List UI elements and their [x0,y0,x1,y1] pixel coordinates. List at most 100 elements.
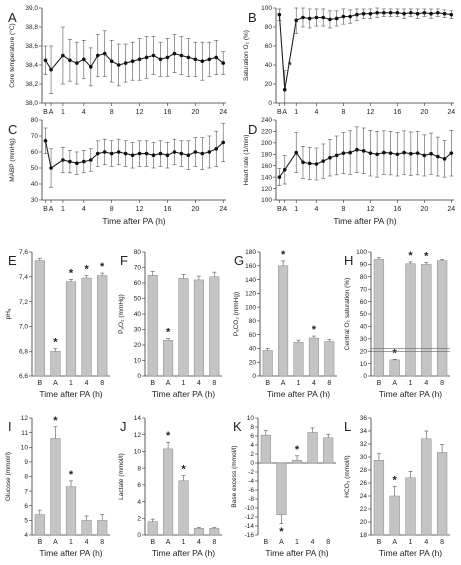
x-axis-label: Time after PA (h) [265,548,328,558]
y-tick-label: 7,6 [19,249,28,256]
series-line [278,149,452,178]
y-tick-label: 80 [249,318,257,325]
y-axis-label: Heart rate (1/min) [243,135,250,186]
x-tick-label: 8 [212,380,216,387]
x-tick-label: A [49,206,54,213]
data-point [179,151,184,156]
y-tick-label: 40 [360,324,368,331]
panel-letter: B [248,10,257,25]
y-tick-label: 0 [268,100,272,107]
significance-mark: * [312,324,317,336]
x-tick-label: A [392,539,397,546]
data-point [301,15,305,20]
y-tick-label: 10 [360,361,368,368]
bar [147,275,158,377]
data-point [207,57,212,62]
x-tick-label: B [377,539,382,546]
x-axis-label: Time after PA (h) [379,548,442,558]
data-point [415,151,420,155]
y-tick-label: 50 [31,165,39,172]
x-tick-label: 8 [100,380,104,387]
y-tick-label: -4 [248,478,254,485]
y-tick-label: 120 [245,291,256,298]
data-point [75,161,79,165]
x-tick-label: 4 [424,539,428,546]
data-point [409,10,413,15]
x-tick-label: 12 [136,109,144,116]
y-tick-label: 18 [360,532,368,539]
y-tick-label: 100 [356,249,367,256]
data-point [294,150,299,155]
x-tick-label: A [282,206,287,213]
y-tick-label: 160 [261,163,272,170]
y-tick-label: 70 [31,133,39,140]
panel-letter: I [8,419,12,434]
significance-mark: * [69,267,74,279]
y-tick-label: 60 [265,43,273,50]
data-point [116,150,121,154]
y-tick-label: -12 [245,514,255,521]
y-tick-label: 20 [134,342,142,349]
y-tick-label: -16 [245,532,255,539]
bar [178,480,189,536]
data-point [429,11,433,16]
panel-e: E 6,6 6,8 7,0 7,2 7,4 7,6 pHₐ B A * 1 * 4 * 8 * Time afte… [5,249,110,399]
x-axis-label: Time after PA (h) [152,389,215,399]
bar [260,434,271,464]
x-tick-label: 24 [219,206,227,213]
data-point [102,51,107,56]
y-tick-label: 11 [21,430,28,437]
y-tick-label: 180 [245,249,256,256]
y-tick-label: 38,0 [25,100,38,107]
y-tick-label: 20 [360,519,368,526]
y-tick-label: 70 [134,265,142,272]
bar [405,263,416,377]
x-tick-label: 12 [136,206,144,213]
significance-mark: * [288,61,292,72]
panel-letter: D [248,122,257,137]
y-tick-label: 6 [250,433,254,440]
data-point [422,10,427,15]
data-point [409,151,413,156]
data-point [436,154,440,159]
x-tick-label: 8 [100,539,104,546]
panel-letter: E [8,253,17,268]
bar [436,260,448,377]
x-tick-label: 16 [164,206,172,213]
y-axis-label: pHₐ [5,308,12,319]
data-point [375,10,379,15]
x-tick-label: 8 [212,539,216,546]
data-point [321,15,325,20]
y-tick-label: 14 [134,415,142,422]
y-tick-label: 30 [360,336,368,343]
bar [308,337,319,377]
y-tick-label: 39,0 [25,5,38,12]
x-tick-label: 8 [440,380,444,387]
data-point [334,16,339,21]
panel-letter: F [120,253,128,268]
x-tick-label: B [377,380,382,387]
x-tick-label: 8 [327,380,331,387]
x-tick-label: 20 [191,206,199,213]
y-tick-label: 30 [360,454,368,461]
data-point [75,61,79,65]
y-tick-label: 60 [249,332,257,339]
bar [436,452,448,536]
series-line [45,52,224,71]
data-point [422,153,427,158]
y-tick-label: 0 [137,532,141,539]
x-tick-label: 1 [409,539,413,546]
data-point [277,12,282,17]
data-point [172,150,177,154]
y-tick-label: 100 [261,5,272,12]
series-line [278,12,452,90]
data-point [82,57,86,62]
x-tick-label: A [166,539,171,546]
y-tick-label: 50 [134,296,142,303]
y-tick-label: 140 [261,174,272,181]
data-point [137,151,142,156]
y-axis-label: PₐO₂ (mmHg) [118,294,125,334]
y-tick-label: 10 [134,449,142,456]
y-axis-label: HCO₃ (mmol/l) [344,455,351,497]
